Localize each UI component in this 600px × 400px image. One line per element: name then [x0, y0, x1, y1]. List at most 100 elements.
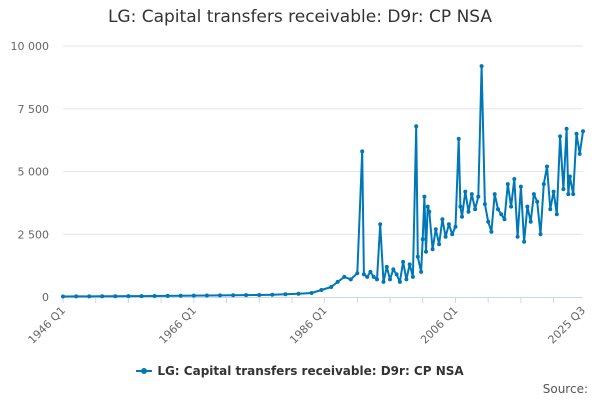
data-point[interactable]	[139, 294, 144, 299]
data-point[interactable]	[165, 293, 170, 298]
data-point[interactable]	[309, 291, 314, 295]
data-point[interactable]	[427, 209, 432, 214]
data-point[interactable]	[388, 277, 392, 282]
data-point[interactable]	[335, 279, 340, 284]
data-point[interactable]	[257, 293, 262, 297]
data-point[interactable]	[100, 294, 105, 299]
data-point[interactable]	[577, 151, 582, 156]
data-point[interactable]	[191, 293, 196, 298]
data-point[interactable]	[319, 288, 324, 292]
data-point[interactable]	[61, 294, 65, 299]
data-point[interactable]	[430, 247, 435, 252]
data-point[interactable]	[384, 264, 389, 269]
data-point[interactable]	[486, 219, 491, 224]
data-point[interactable]	[574, 131, 579, 136]
data-point[interactable]	[419, 269, 424, 274]
data-point[interactable]	[378, 222, 383, 227]
data-point[interactable]	[538, 232, 543, 237]
data-point[interactable]	[571, 192, 576, 197]
data-point[interactable]	[456, 136, 461, 141]
data-point[interactable]	[361, 272, 366, 277]
data-point[interactable]	[425, 204, 430, 209]
data-point[interactable]	[401, 259, 406, 264]
legend-item[interactable]: LG: Capital transfers receivable: D9r: C…	[0, 364, 600, 378]
data-point[interactable]	[567, 174, 572, 179]
data-point[interactable]	[561, 187, 566, 192]
data-point[interactable]	[355, 271, 360, 276]
data-point[interactable]	[244, 293, 249, 298]
data-point[interactable]	[499, 212, 504, 217]
data-point[interactable]	[270, 292, 275, 297]
data-point[interactable]	[482, 202, 487, 207]
data-point[interactable]	[440, 217, 445, 222]
data-point[interactable]	[437, 242, 442, 247]
data-point[interactable]	[581, 129, 585, 134]
data-point[interactable]	[541, 182, 546, 187]
data-point[interactable]	[548, 207, 553, 212]
data-point[interactable]	[371, 274, 376, 279]
data-point[interactable]	[566, 192, 571, 197]
data-point[interactable]	[422, 194, 427, 199]
data-point[interactable]	[446, 222, 451, 227]
data-point[interactable]	[375, 277, 379, 282]
data-point[interactable]	[231, 293, 236, 298]
data-point[interactable]	[329, 285, 334, 289]
data-point[interactable]	[466, 209, 471, 214]
data-point[interactable]	[458, 204, 463, 209]
data-point[interactable]	[113, 294, 118, 299]
data-point[interactable]	[348, 277, 353, 282]
data-point[interactable]	[469, 192, 474, 197]
data-point[interactable]	[424, 249, 428, 254]
data-point[interactable]	[443, 234, 448, 239]
data-point[interactable]	[414, 124, 419, 129]
data-point[interactable]	[512, 177, 517, 181]
data-point[interactable]	[554, 212, 559, 217]
data-point[interactable]	[394, 272, 399, 277]
data-point[interactable]	[204, 293, 209, 298]
data-point[interactable]	[509, 204, 514, 209]
data-point[interactable]	[360, 149, 365, 154]
data-point[interactable]	[404, 277, 409, 282]
data-point[interactable]	[515, 234, 520, 239]
data-point[interactable]	[342, 274, 347, 279]
data-point[interactable]	[450, 232, 455, 237]
data-point[interactable]	[74, 294, 79, 299]
data-point[interactable]	[551, 189, 556, 194]
data-point[interactable]	[518, 184, 523, 189]
data-point[interactable]	[489, 229, 494, 234]
data-point[interactable]	[407, 262, 412, 267]
data-point[interactable]	[525, 204, 530, 209]
source-label[interactable]: Source:	[542, 382, 588, 396]
data-point[interactable]	[463, 189, 468, 194]
data-point[interactable]	[397, 279, 402, 284]
data-point[interactable]	[87, 294, 92, 299]
data-point[interactable]	[391, 267, 396, 272]
data-point[interactable]	[365, 274, 370, 279]
data-point[interactable]	[502, 217, 507, 222]
data-point[interactable]	[433, 227, 438, 232]
data-point[interactable]	[296, 291, 301, 296]
data-point[interactable]	[453, 224, 458, 229]
data-point[interactable]	[496, 207, 500, 212]
data-point[interactable]	[505, 182, 510, 187]
data-point[interactable]	[476, 194, 481, 199]
data-point[interactable]	[420, 237, 425, 242]
data-point[interactable]	[152, 294, 157, 298]
data-point[interactable]	[492, 192, 497, 197]
data-point[interactable]	[410, 274, 415, 279]
data-point[interactable]	[473, 207, 478, 212]
data-point[interactable]	[545, 164, 549, 169]
data-point[interactable]	[531, 192, 536, 197]
data-point[interactable]	[178, 293, 183, 298]
data-point[interactable]	[535, 199, 540, 204]
data-point[interactable]	[126, 294, 131, 299]
data-point[interactable]	[218, 293, 222, 298]
data-point[interactable]	[415, 254, 420, 259]
data-point[interactable]	[368, 269, 373, 274]
data-point[interactable]	[479, 64, 484, 69]
data-point[interactable]	[558, 134, 563, 139]
data-point[interactable]	[564, 126, 569, 131]
data-point[interactable]	[528, 219, 533, 224]
data-point[interactable]	[381, 279, 386, 284]
data-point[interactable]	[522, 239, 527, 244]
